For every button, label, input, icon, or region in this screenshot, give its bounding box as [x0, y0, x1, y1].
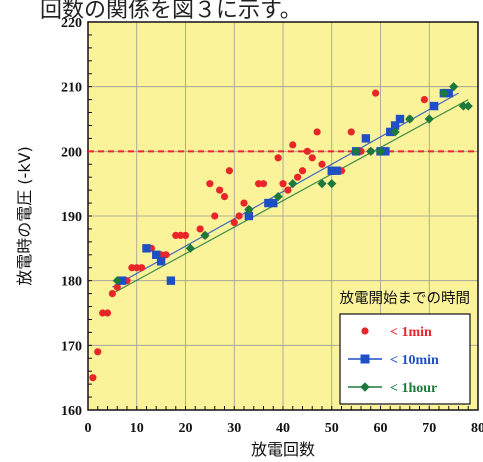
x-tick-label: 80	[471, 421, 483, 436]
data-point-series-0	[274, 154, 282, 162]
data-point-series-1	[429, 101, 439, 111]
data-point-series-2	[366, 146, 376, 156]
data-point-series-0	[220, 193, 229, 201]
data-point-series-0	[284, 186, 292, 194]
data-point-series-0	[113, 283, 121, 291]
data-point-series-2	[390, 127, 400, 137]
y-tick-label: 180	[61, 275, 82, 290]
data-point-series-2	[405, 114, 415, 124]
data-point-series-2	[273, 192, 283, 202]
data-point-series-2	[375, 146, 386, 156]
data-point-series-0	[211, 212, 219, 220]
data-point-series-1	[166, 276, 176, 285]
y-tick-label: 170	[61, 339, 82, 354]
data-point-series-0	[89, 374, 97, 382]
data-point-series-1	[142, 244, 151, 253]
data-point-series-0	[303, 147, 311, 155]
data-point-series-0	[420, 96, 428, 104]
y-tick-label: 200	[61, 145, 82, 160]
data-point-series-0	[216, 186, 224, 194]
data-point-series-2	[317, 179, 327, 189]
data-point-series-0	[103, 309, 112, 317]
data-point-series-1	[152, 250, 161, 259]
data-point-series-1	[244, 211, 254, 221]
data-point-series-2	[185, 243, 195, 253]
data-point-series-0	[225, 167, 233, 175]
data-point-series-1	[386, 127, 395, 137]
x-tick-label: 0	[85, 421, 92, 436]
data-point-series-0	[294, 173, 302, 181]
data-point-series-1	[332, 166, 341, 175]
data-point-series-0	[347, 128, 355, 136]
data-point-series-1	[156, 257, 166, 266]
data-point-series-0	[108, 290, 116, 298]
data-point-series-2	[424, 114, 434, 124]
x-tick-label: 70	[422, 421, 436, 436]
data-point-series-2	[463, 101, 473, 111]
data-point-series-2	[458, 101, 468, 111]
data-point-series-1	[327, 166, 336, 175]
legend-marker-series-2	[360, 382, 370, 392]
data-point-series-2	[112, 276, 122, 286]
data-point-series-0	[181, 231, 190, 239]
plot-frame	[87, 21, 479, 411]
partial-caption-text: 回数の関係を図３に示す。	[40, 0, 302, 23]
y-tick-label: 210	[61, 81, 82, 96]
data-point-series-2	[288, 179, 298, 189]
data-point-series-0	[196, 225, 204, 233]
data-point-series-2	[439, 88, 449, 98]
legend-label-series-1: < 10min	[390, 353, 439, 368]
x-tick-label: 50	[325, 421, 339, 436]
data-point-series-0	[230, 218, 238, 227]
data-point-series-0	[206, 180, 214, 188]
data-point-series-0	[279, 180, 287, 188]
data-point-series-2	[449, 82, 459, 92]
data-point-series-0	[318, 160, 326, 168]
trend-line-series-2	[112, 99, 469, 295]
data-point-series-1	[264, 198, 273, 208]
data-point-series-0	[298, 167, 307, 175]
data-point-series-1	[117, 276, 127, 285]
x-tick-label: 40	[276, 421, 290, 436]
legend-label-series-0: < 1min	[390, 325, 432, 340]
legend-marker-series-0	[361, 327, 369, 335]
data-point-series-1	[381, 147, 390, 156]
data-point-series-0	[240, 199, 248, 207]
data-point-series-0	[289, 141, 297, 149]
x-tick-label: 10	[130, 421, 144, 436]
data-point-series-0	[259, 180, 268, 188]
x-tick-label: 60	[374, 421, 388, 436]
y-tick-label: 190	[61, 210, 82, 225]
data-point-series-2	[327, 179, 337, 189]
data-point-series-2	[244, 204, 254, 215]
data-point-series-2	[200, 230, 210, 240]
data-point-series-1	[444, 88, 453, 98]
data-point-series-1	[395, 114, 405, 124]
y-axis-label: 放電時の電圧 (-kV)	[15, 146, 34, 286]
legend-marker-series-1	[360, 354, 370, 364]
data-point-series-1	[390, 121, 400, 130]
legend-title: 放電開始までの時間	[340, 290, 471, 307]
data-point-series-0	[313, 128, 321, 136]
y-tick-label: 220	[61, 16, 82, 31]
legend-label-series-2: < 1hour	[390, 381, 437, 396]
data-point-series-1	[269, 198, 278, 208]
y-tick-label: 160	[61, 404, 82, 419]
x-tick-label: 20	[179, 421, 193, 436]
data-point-series-0	[372, 89, 380, 97]
data-point-series-0	[138, 264, 146, 272]
data-point-series-0	[235, 212, 243, 220]
data-point-series-2	[351, 146, 361, 156]
x-axis-label: 放電回数	[251, 440, 315, 459]
data-point-series-1	[361, 134, 371, 143]
x-tick-label: 30	[227, 421, 241, 436]
data-point-series-0	[94, 348, 102, 356]
data-point-series-0	[308, 154, 316, 162]
data-point-series-0	[162, 251, 170, 259]
